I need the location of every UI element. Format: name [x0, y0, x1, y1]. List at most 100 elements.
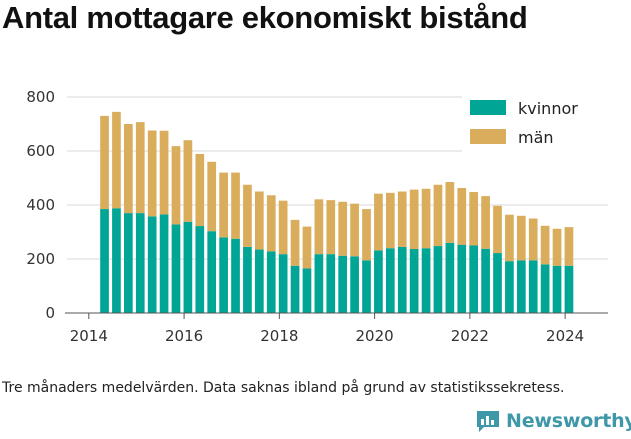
- y-tick-label: 400: [26, 196, 55, 214]
- bar-man: [219, 172, 228, 238]
- bar-kvinnor: [302, 268, 312, 313]
- bar-kvinnor: [397, 246, 407, 313]
- bar-man: [433, 184, 443, 247]
- bar-kvinnor: [516, 260, 526, 313]
- bar-kvinnor: [135, 213, 145, 313]
- bar-man: [421, 188, 431, 249]
- bar-kvinnor: [350, 256, 359, 313]
- y-tick-label: 800: [26, 88, 55, 106]
- bar-man: [183, 140, 193, 222]
- bar-kvinnor: [374, 250, 383, 313]
- x-tick-label: 2020: [356, 327, 394, 345]
- bar-man: [302, 226, 312, 269]
- bar-kvinnor: [183, 221, 193, 313]
- bar-man: [147, 130, 157, 217]
- bar-kvinnor: [278, 254, 288, 313]
- legend: kvinnor män: [462, 88, 612, 160]
- bar-man: [409, 189, 419, 250]
- y-axis-ticks: 0 200 400 600 800: [26, 88, 55, 322]
- chart-title: Antal mottagare ekonomiskt bistånd: [2, 0, 528, 35]
- bar-kvinnor: [481, 248, 490, 313]
- brand: Newsworthy: [475, 408, 631, 434]
- bar-man: [135, 122, 145, 214]
- bar-kvinnor: [326, 254, 336, 313]
- bar-man: [195, 153, 205, 227]
- bar-man: [100, 115, 109, 210]
- bar-man: [290, 219, 300, 266]
- legend-label-man: män: [518, 128, 554, 147]
- bar-man: [314, 199, 324, 255]
- bar-kvinnor: [254, 249, 264, 313]
- bar-man: [552, 228, 562, 266]
- legend-swatch-man: [470, 129, 506, 144]
- legend-swatch-kvinnor: [470, 100, 506, 115]
- bar-kvinnor: [171, 224, 181, 313]
- bar-man: [540, 225, 550, 265]
- newsworthy-logo-icon: [477, 411, 499, 432]
- bar-man: [207, 161, 217, 232]
- bar-man: [254, 191, 264, 250]
- bar-kvinnor: [505, 261, 514, 313]
- bar-man: [350, 203, 359, 257]
- bar-man: [445, 182, 455, 243]
- bar-kvinnor: [469, 245, 479, 313]
- bar-man: [326, 200, 336, 255]
- bar-kvinnor: [112, 208, 121, 313]
- x-tick-label: 2024: [546, 327, 584, 345]
- bar-man: [385, 192, 395, 249]
- bar-kvinnor: [124, 213, 133, 313]
- bar-man: [171, 146, 181, 225]
- bar-kvinnor: [409, 249, 419, 313]
- x-tick-label: 2022: [451, 327, 489, 345]
- bar-kvinnor: [457, 244, 467, 313]
- bar-man: [564, 227, 574, 266]
- bar-kvinnor: [266, 251, 276, 313]
- bar-kvinnor: [362, 260, 371, 313]
- bar-man: [231, 172, 240, 239]
- bar-kvinnor: [195, 226, 205, 313]
- brand-name: Newsworthy: [506, 410, 631, 432]
- x-tick-label: 2014: [70, 327, 108, 345]
- bar-kvinnor: [493, 253, 502, 313]
- bar-man: [159, 130, 169, 215]
- bar-man: [528, 218, 538, 261]
- bar-kvinnor: [100, 209, 109, 313]
- legend-label-kvinnor: kvinnor: [518, 99, 578, 118]
- y-tick-label: 600: [26, 142, 55, 160]
- bar-kvinnor: [528, 260, 538, 313]
- bar-kvinnor: [421, 248, 431, 313]
- bar-kvinnor: [540, 264, 550, 313]
- bar-kvinnor: [219, 237, 228, 313]
- x-axis-ticks: 2014 2016 2018 2020 2022 2024: [70, 313, 584, 345]
- bar-kvinnor: [445, 242, 455, 313]
- stacked-bar-chart: 0 200 400 600 800 2014 2016 2018 2020 2022 2024 k…: [26, 88, 612, 345]
- bar-man: [516, 215, 526, 261]
- bar-man: [505, 214, 514, 262]
- bar-man: [362, 209, 371, 261]
- bar-kvinnor: [207, 231, 217, 313]
- bar-man: [278, 200, 288, 255]
- bar-kvinnor: [552, 265, 562, 313]
- x-tick-label: 2016: [165, 327, 203, 345]
- y-tick-label: 0: [45, 304, 55, 322]
- bar-man: [112, 111, 121, 209]
- bar-kvinnor: [290, 265, 300, 313]
- bar-kvinnor: [243, 246, 252, 313]
- bar-kvinnor: [385, 248, 395, 313]
- bar-kvinnor: [433, 246, 443, 313]
- bar-kvinnor: [338, 255, 348, 313]
- bar-man: [457, 187, 467, 245]
- footnote: Tre månaders medelvärden. Data saknas ib…: [2, 380, 565, 396]
- bar-man: [481, 196, 490, 249]
- bar-kvinnor: [231, 238, 240, 313]
- bar-man: [374, 193, 383, 251]
- bar-kvinnor: [147, 216, 157, 313]
- bar-man: [243, 184, 252, 247]
- bar-man: [397, 191, 407, 247]
- bar-kvinnor: [159, 214, 169, 313]
- bar-man: [493, 205, 502, 254]
- bar-man: [338, 201, 348, 256]
- bars: [100, 111, 574, 313]
- bar-man: [124, 124, 133, 214]
- bar-man: [266, 195, 276, 252]
